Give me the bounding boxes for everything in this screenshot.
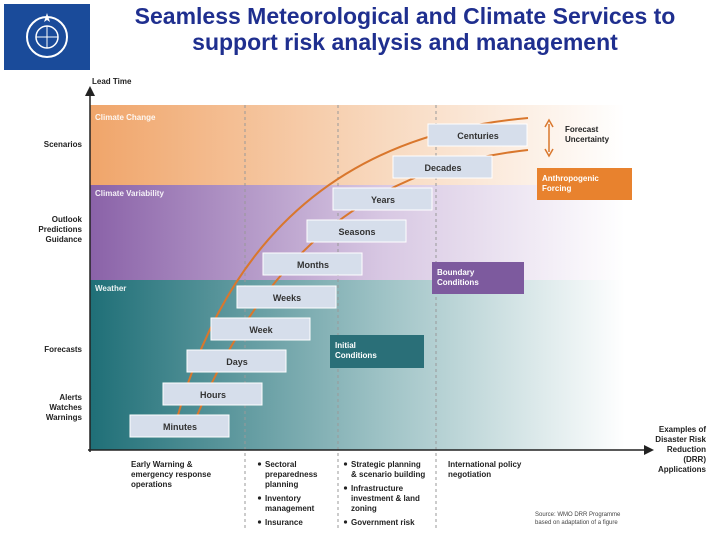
time-scale-label: Centuries bbox=[457, 131, 499, 141]
x-axis-title: (DRR) bbox=[683, 455, 706, 464]
time-scale-box bbox=[236, 285, 337, 309]
condition-box bbox=[330, 335, 424, 368]
time-scale-label: Decades bbox=[424, 163, 461, 173]
time-scale-box bbox=[306, 219, 407, 243]
bullet bbox=[343, 486, 348, 490]
band-label: Weather bbox=[95, 284, 126, 293]
time-scale-box bbox=[129, 414, 230, 438]
y-label: Alerts bbox=[59, 393, 82, 402]
application-text: operations bbox=[131, 480, 172, 489]
application-text: investment & land bbox=[351, 494, 420, 503]
time-scale-label: Days bbox=[226, 357, 248, 367]
source-note: Source: WMO DRR Programme bbox=[535, 512, 621, 518]
application-text: preparedness bbox=[265, 470, 318, 479]
time-scale-box bbox=[162, 382, 263, 406]
application-text: International policy bbox=[448, 460, 522, 469]
bullet bbox=[343, 520, 348, 524]
application-text: Insurance bbox=[265, 518, 303, 527]
condition-label: Conditions bbox=[335, 351, 377, 360]
title: support risk analysis and management bbox=[192, 29, 618, 55]
time-scale-box bbox=[427, 123, 528, 147]
application-text: emergency response bbox=[131, 470, 212, 479]
y-label: Outlook bbox=[52, 215, 83, 224]
condition-box bbox=[537, 168, 632, 200]
logo bbox=[4, 4, 90, 70]
annotation: Forecast bbox=[565, 125, 599, 134]
x-axis-title: Reduction bbox=[667, 445, 706, 454]
condition-box bbox=[432, 262, 524, 294]
application-text: planning bbox=[265, 480, 298, 489]
y-label: Scenarios bbox=[44, 140, 83, 149]
time-scale-label: Week bbox=[249, 325, 273, 335]
bullet bbox=[343, 462, 348, 466]
time-scale-box bbox=[186, 349, 287, 373]
bullet bbox=[257, 520, 262, 524]
arrow-head bbox=[544, 118, 554, 128]
x-axis-title: Disaster Risk bbox=[655, 435, 706, 444]
application-text: Infrastructure bbox=[351, 484, 404, 493]
condition-label: Initial bbox=[335, 341, 356, 350]
condition-label: Conditions bbox=[437, 278, 479, 287]
time-scale-label: Hours bbox=[200, 390, 226, 400]
time-scale-box bbox=[210, 317, 311, 341]
time-scale-box bbox=[332, 187, 433, 211]
condition-label: Forcing bbox=[542, 184, 571, 193]
application-text: management bbox=[265, 504, 315, 513]
time-scale-label: Months bbox=[297, 260, 329, 270]
time-scale-box bbox=[262, 252, 363, 276]
y-label: Warnings bbox=[46, 413, 83, 422]
source-note: based on adaptation of a figure bbox=[535, 520, 618, 526]
time-scale-label: Weeks bbox=[273, 293, 301, 303]
y-label: Forecasts bbox=[44, 345, 82, 354]
y-label: Predictions bbox=[38, 225, 82, 234]
annotation: Uncertainty bbox=[565, 135, 610, 144]
band-label: Climate Change bbox=[95, 113, 156, 122]
time-scale-label: Years bbox=[371, 195, 395, 205]
axes bbox=[85, 86, 654, 455]
application-text: & scenario building bbox=[351, 470, 425, 479]
application-text: Sectoral bbox=[265, 460, 297, 469]
application-text: negotiation bbox=[448, 470, 491, 479]
y-label: Guidance bbox=[46, 235, 83, 244]
application-text: Government risk bbox=[351, 518, 415, 527]
application-text: Inventory bbox=[265, 494, 302, 503]
application-text: zoning bbox=[351, 504, 377, 513]
bullet bbox=[257, 496, 262, 500]
time-scale-box bbox=[392, 155, 493, 179]
condition-label: Anthropogenic bbox=[542, 174, 599, 183]
application-text: Early Warning & bbox=[131, 460, 193, 469]
x-axis-title: Applications bbox=[658, 465, 707, 474]
x-axis-title: Examples of bbox=[659, 425, 706, 434]
y-axis-title: Lead Time bbox=[92, 77, 132, 86]
bullet bbox=[257, 462, 262, 466]
y-label: Watches bbox=[49, 403, 82, 412]
band-label: Climate Variability bbox=[95, 189, 164, 198]
condition-label: Boundary bbox=[437, 268, 475, 277]
time-scale-label: Seasons bbox=[338, 227, 375, 237]
title: Seamless Meteorological and Climate Serv… bbox=[135, 3, 676, 29]
time-scale-label: Minutes bbox=[163, 422, 197, 432]
application-text: Strategic planning bbox=[351, 460, 421, 469]
arrow-head bbox=[544, 148, 554, 158]
